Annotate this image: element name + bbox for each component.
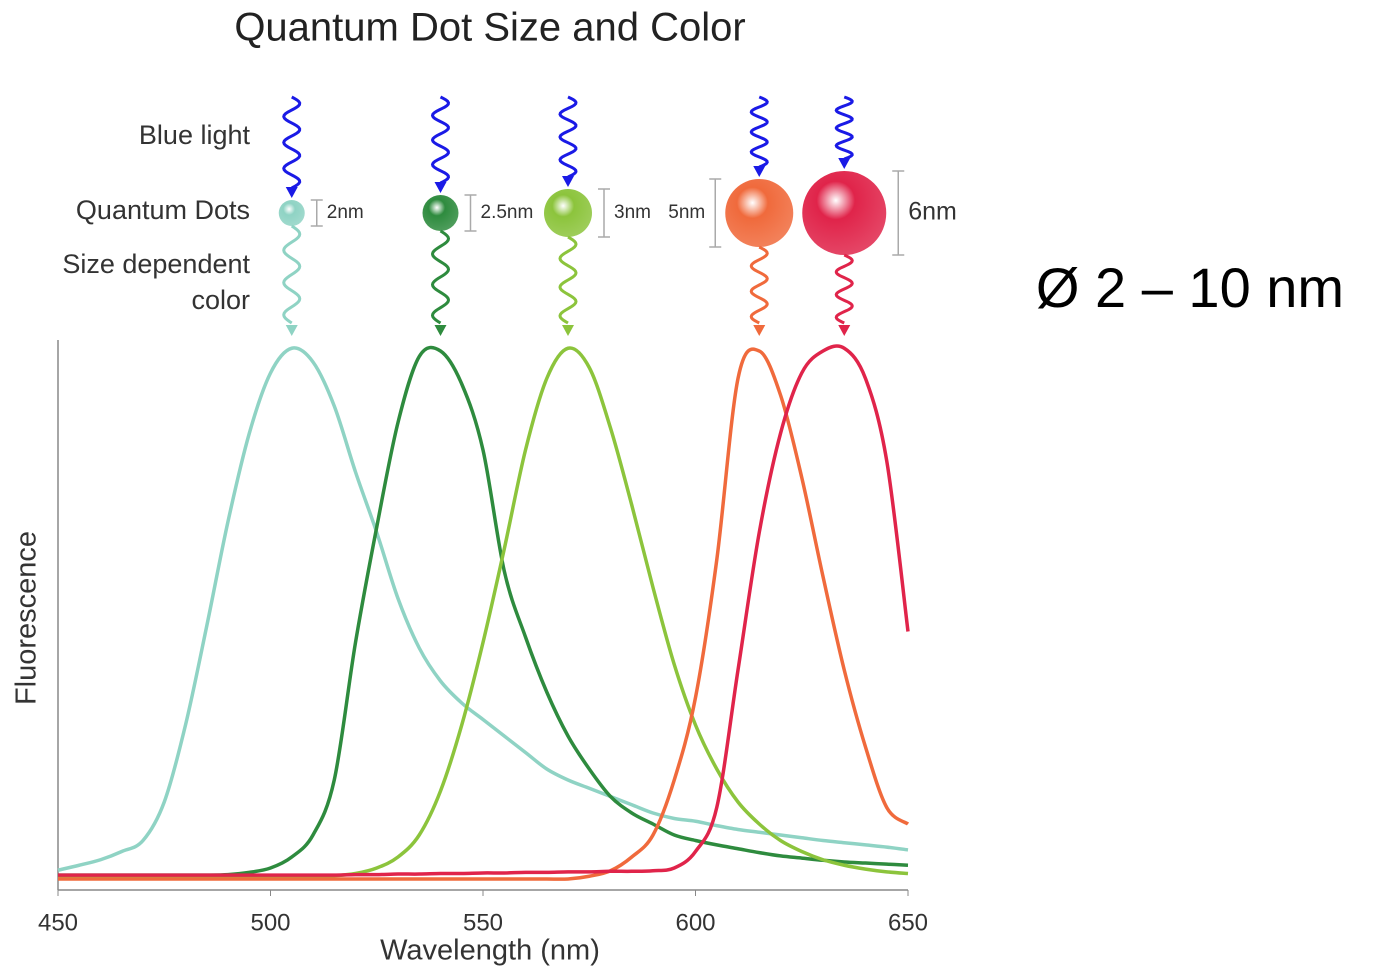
size-bracket bbox=[892, 171, 904, 255]
emission-wave bbox=[433, 231, 449, 323]
quantum-dot bbox=[279, 200, 305, 226]
size-note: Ø 2 – 10 nm bbox=[1036, 256, 1344, 319]
row-label: Quantum Dots bbox=[76, 195, 250, 225]
blue-light-arrow bbox=[562, 176, 574, 187]
size-bracket bbox=[598, 189, 610, 237]
blue-light-wave bbox=[433, 97, 449, 183]
quantum-dot bbox=[725, 179, 793, 247]
emission-arrow bbox=[838, 325, 850, 336]
blue-light-wave bbox=[751, 97, 767, 167]
blue-light-arrow bbox=[286, 187, 298, 198]
quantum-dot bbox=[802, 171, 886, 255]
dot-size-label: 3nm bbox=[614, 202, 651, 223]
x-tick-label: 650 bbox=[888, 909, 928, 936]
blue-light-arrow bbox=[838, 158, 850, 169]
emission-wave bbox=[836, 255, 852, 323]
emission-wave bbox=[751, 247, 767, 323]
dot-size-label: 2.5nm bbox=[481, 202, 534, 223]
x-tick-label: 450 bbox=[38, 909, 78, 936]
dot-size-label: 2nm bbox=[327, 202, 364, 223]
size-bracket bbox=[709, 179, 721, 247]
fluorescence-curve bbox=[58, 346, 908, 875]
x-tick-label: 500 bbox=[250, 909, 290, 936]
emission-arrow bbox=[753, 325, 765, 336]
emission-arrow bbox=[562, 325, 574, 336]
blue-light-arrow bbox=[753, 166, 765, 177]
fluorescence-curve bbox=[58, 348, 908, 870]
dot-size-label: 6nm bbox=[908, 198, 957, 226]
dot-size-label: 5nm bbox=[668, 202, 705, 223]
size-bracket bbox=[311, 200, 323, 226]
emission-arrow bbox=[286, 325, 298, 336]
row-label: Size dependent bbox=[62, 249, 250, 279]
emission-wave bbox=[284, 226, 300, 323]
row-label: Blue light bbox=[139, 120, 251, 150]
x-tick-label: 600 bbox=[675, 909, 715, 936]
fluorescence-curve bbox=[58, 347, 908, 875]
blue-light-arrow bbox=[435, 182, 447, 193]
size-bracket bbox=[465, 195, 477, 231]
x-tick-label: 550 bbox=[463, 909, 503, 936]
y-axis-label: Fluorescence bbox=[11, 531, 43, 705]
blue-light-wave bbox=[284, 97, 300, 188]
blue-light-wave bbox=[836, 97, 852, 159]
quantum-dot bbox=[544, 189, 592, 237]
emission-wave bbox=[560, 237, 576, 323]
chart-title: Quantum Dot Size and Color bbox=[234, 6, 745, 50]
emission-arrow bbox=[435, 325, 447, 336]
row-label: color bbox=[191, 285, 250, 315]
x-axis-label: Wavelength (nm) bbox=[380, 935, 600, 967]
quantum-dot bbox=[423, 195, 459, 231]
blue-light-wave bbox=[560, 97, 576, 177]
figure: Quantum Dot Size and Color Ø 2 – 10 nm W… bbox=[0, 0, 1381, 971]
